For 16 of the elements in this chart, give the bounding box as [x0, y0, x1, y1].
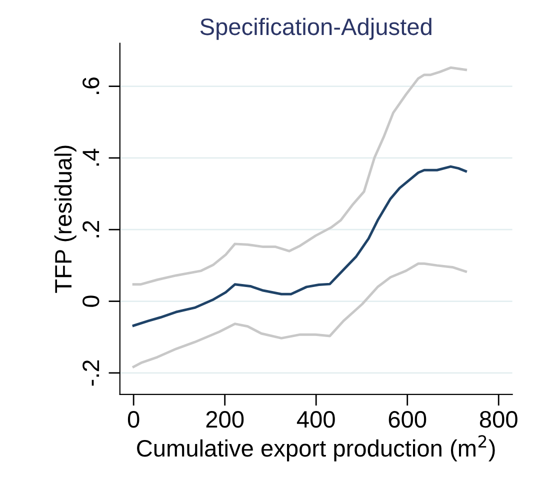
line-series: [132, 66, 468, 286]
y-tick-label: -.2: [82, 360, 100, 386]
x-tick-label: 800: [480, 411, 518, 428]
chart-title: Specification-Adjusted: [200, 18, 432, 40]
x-tick-label: 200: [206, 411, 244, 428]
line-series: [132, 165, 468, 327]
x-tick-label: 600: [388, 411, 426, 428]
line-series: [132, 262, 468, 368]
x-tick-label: 400: [296, 411, 335, 428]
y-tick-label: 0: [82, 296, 100, 307]
y-tick-label: .6: [82, 77, 100, 94]
y-tick-label: .2: [82, 220, 100, 238]
x-axis-title: Cumulative export production (m$^{2}$): [137, 435, 495, 462]
y-tick-label: .4: [82, 148, 100, 166]
x-tick-label: 0: [128, 411, 140, 428]
y-axis-title: TFP (residual): [54, 146, 76, 293]
